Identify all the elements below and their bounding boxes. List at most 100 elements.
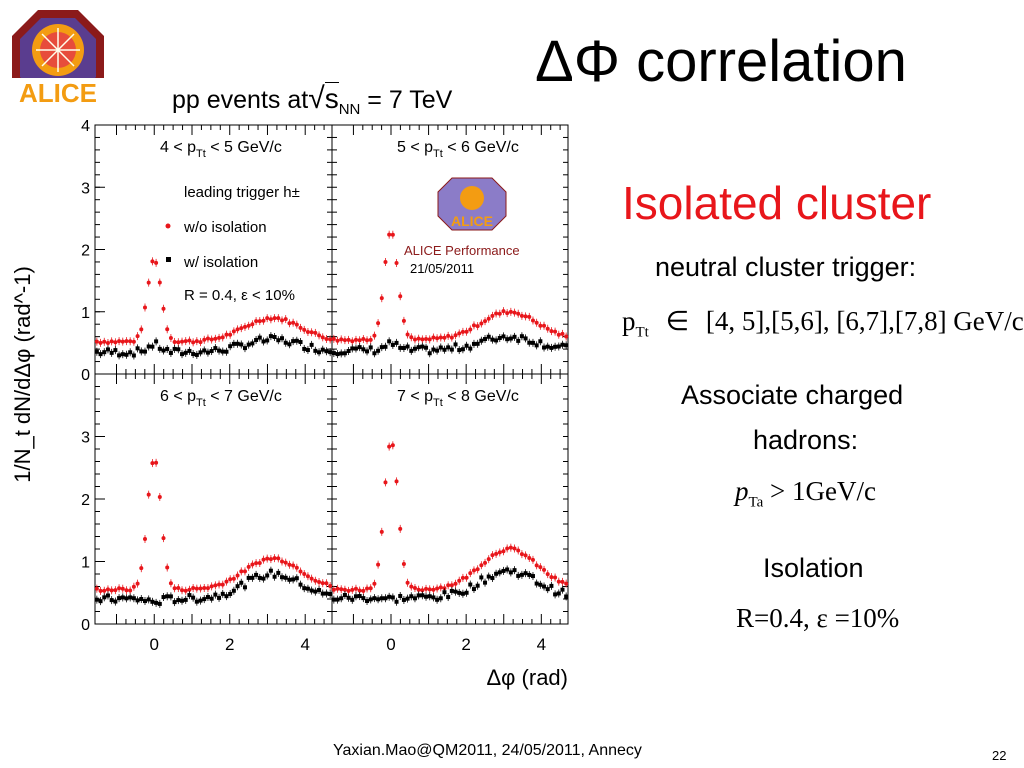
pta-rest: > 1GeV/c	[763, 476, 876, 506]
element-of-icon: ∈	[665, 306, 690, 336]
black-data-point	[242, 346, 247, 351]
black-data-point	[128, 350, 133, 355]
red-data-point	[416, 587, 421, 592]
isolation-label: Isolation	[763, 553, 864, 583]
red-data-point	[383, 259, 388, 264]
red-data-point	[242, 324, 247, 329]
red-data-point	[172, 339, 177, 344]
red-data-point	[242, 569, 247, 574]
red-data-point	[154, 460, 159, 465]
black-data-point	[376, 597, 381, 602]
black-data-point	[564, 343, 569, 348]
black-data-point	[427, 594, 432, 599]
red-data-point	[294, 565, 299, 570]
red-data-point	[494, 551, 499, 556]
pta-cut: pTa > 1GeV/c	[735, 476, 876, 511]
red-data-point	[471, 568, 476, 573]
black-data-point	[339, 596, 344, 601]
red-data-point	[405, 580, 410, 585]
x-axis-label: Δφ (rad)	[486, 665, 568, 690]
black-data-point	[294, 338, 299, 343]
black-data-point	[276, 570, 281, 575]
black-data-point	[280, 575, 285, 580]
red-data-point	[109, 588, 114, 593]
black-data-point	[468, 582, 473, 587]
red-data-point	[283, 317, 288, 322]
black-data-point	[102, 595, 107, 600]
black-data-point	[224, 594, 229, 599]
red-data-point	[209, 337, 214, 342]
red-data-point	[320, 335, 325, 340]
red-data-point	[390, 232, 395, 237]
x-tick-label: 0	[150, 635, 159, 654]
red-data-point	[494, 311, 499, 316]
red-data-point	[202, 586, 207, 591]
black-data-point	[516, 338, 521, 343]
red-data-point	[390, 443, 395, 448]
red-data-point	[117, 339, 122, 344]
black-data-point	[545, 587, 550, 592]
black-data-point	[239, 580, 244, 585]
red-data-point	[142, 536, 147, 541]
red-data-point	[483, 319, 488, 324]
black-data-point	[305, 586, 310, 591]
red-data-point	[235, 573, 240, 578]
black-data-point	[220, 591, 225, 596]
black-data-point	[109, 350, 114, 355]
red-data-point	[479, 563, 484, 568]
red-data-point	[486, 557, 491, 562]
red-data-point	[394, 260, 399, 265]
red-data-point	[105, 340, 110, 345]
red-data-point	[150, 259, 155, 264]
red-data-point	[287, 562, 292, 567]
red-data-point	[549, 329, 554, 334]
red-data-point	[113, 588, 118, 593]
red-data-point	[457, 331, 462, 336]
red-data-point	[409, 584, 414, 589]
black-data-point	[324, 349, 329, 354]
black-data-point	[198, 598, 203, 603]
black-data-point	[198, 350, 203, 355]
red-data-point	[272, 556, 277, 561]
black-data-point	[365, 349, 370, 354]
red-data-point	[261, 557, 266, 562]
black-data-point	[176, 598, 181, 603]
red-data-point	[235, 327, 240, 332]
red-data-point	[357, 338, 362, 343]
black-data-point	[313, 348, 318, 353]
black-data-point	[424, 345, 429, 350]
red-data-point	[412, 586, 417, 591]
black-data-point	[471, 587, 476, 592]
red-data-point	[105, 587, 110, 592]
black-data-point	[512, 334, 517, 339]
black-data-point	[409, 348, 414, 353]
red-data-point	[530, 318, 535, 323]
trigger-line: neutral cluster trigger:	[655, 252, 917, 282]
black-data-point	[420, 593, 425, 598]
red-data-point	[302, 572, 307, 577]
black-data-point	[172, 600, 177, 605]
black-data-point	[250, 575, 255, 580]
panel-label: 4 < pTt < 5 GeV/c	[160, 139, 282, 160]
black-data-point	[372, 351, 377, 356]
black-data-point	[497, 335, 502, 340]
black-data-point	[401, 345, 406, 350]
red-data-point	[519, 552, 524, 557]
x-tick-label: 4	[300, 635, 309, 654]
black-data-point	[446, 345, 451, 350]
red-data-point	[183, 588, 188, 593]
black-data-point	[494, 338, 499, 343]
red-data-point	[424, 586, 429, 591]
red-data-point	[168, 581, 173, 586]
red-data-point	[161, 536, 166, 541]
black-data-point	[449, 588, 454, 593]
black-data-point	[261, 576, 266, 581]
black-data-point	[246, 575, 251, 580]
black-data-point	[335, 352, 340, 357]
red-data-point	[161, 306, 166, 311]
red-data-point	[120, 586, 125, 591]
black-data-point	[228, 344, 233, 349]
red-data-point	[213, 336, 218, 341]
red-data-point	[257, 319, 262, 324]
red-data-point	[183, 339, 188, 344]
